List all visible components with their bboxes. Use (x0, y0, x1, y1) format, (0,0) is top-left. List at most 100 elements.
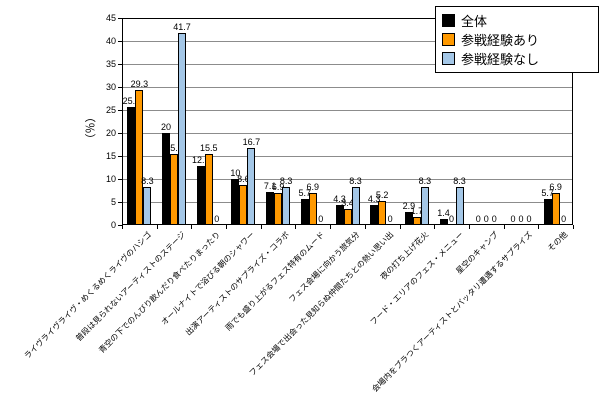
value-label-s2-g7: 0 (387, 214, 393, 224)
value-label-s1-g2: 15.5 (199, 142, 218, 153)
y-tick-label-5: 5 (110, 197, 116, 207)
legend: 全体 参戦経験あり 参戦経験なし (435, 6, 599, 73)
bar-s1-g4 (274, 193, 283, 225)
value-label-s0-g2: 12.9 (191, 154, 210, 165)
bar-s1-g3 (239, 185, 248, 225)
bar-s1-g0 (135, 90, 144, 225)
legend-item-keiken-ari: 参戦経験あり (442, 30, 592, 49)
x-tick-1 (156, 225, 158, 229)
legend-swatch-orange (442, 33, 455, 46)
legend-label: 参戦経験なし (461, 52, 540, 67)
value-label-s1-g6: 3.4 (341, 198, 354, 209)
y-tick-30 (118, 87, 122, 88)
y-tick-5 (118, 202, 122, 203)
value-label-s0-g4: 7.1 (263, 181, 277, 192)
x-tick-0 (122, 225, 123, 229)
y-tick-label-40: 40 (105, 36, 116, 46)
legend-item-zentai: 全体 (442, 11, 592, 30)
bar-s0-g0 (127, 106, 136, 225)
x-label-g11: 会場内をブラつくアーティストとバッタリ遭遇するサプライズ (370, 230, 535, 394)
value-label-s0-g9: 1.4 (437, 207, 450, 218)
value-label-s1-g10: 0 (483, 214, 489, 224)
gridline-5 (122, 202, 573, 203)
value-label-s2-g0: 8.3 (141, 175, 154, 186)
bar-s2-g0 (143, 186, 152, 225)
value-label-s1-g9: 0 (449, 214, 455, 224)
value-label-s1-g3: 8.6 (237, 174, 250, 185)
value-label-s0-g8: 2.9 (402, 200, 416, 211)
x-tick-6 (330, 225, 332, 229)
y-tick-label-15: 15 (105, 151, 116, 161)
x-tick-5 (295, 225, 297, 229)
value-label-s0-g7: 4.3 (367, 194, 381, 205)
value-label-s2-g12: 0 (561, 214, 567, 224)
bar-s2-g1 (178, 33, 187, 225)
y-tick-15 (118, 156, 122, 157)
x-label-g2: 青空の下でのんびり飲んだり食べたりまったり (97, 230, 223, 355)
legend-swatch-black (442, 14, 455, 27)
y-tick-0 (118, 225, 122, 226)
x-tick-13 (573, 225, 574, 229)
value-label-s1-g12: 6.9 (549, 182, 562, 193)
x-tick-11 (503, 225, 505, 229)
x-label-g6: フェス会場に向かう旅気分 (286, 230, 361, 305)
value-label-s2-g6: 8.3 (349, 175, 362, 186)
value-label-s2-g9: 8.3 (453, 175, 466, 186)
value-label-s2-g11: 0 (526, 214, 532, 224)
gridline-20 (122, 133, 573, 134)
gridline-25 (122, 110, 573, 111)
value-label-s1-g4: 6.9 (271, 182, 285, 193)
value-label-s0-g10: 0 (475, 214, 481, 224)
y-tick-40 (118, 41, 122, 42)
value-label-s1-g5: 6.9 (306, 182, 320, 193)
x-label-g12: その他 (545, 230, 570, 254)
y-tick-35 (118, 64, 122, 65)
x-tick-7 (364, 225, 366, 229)
bar-s0-g4 (266, 192, 275, 225)
gridline-40 (122, 41, 573, 42)
y-tick-20 (118, 133, 122, 134)
y-tick-label-45: 45 (105, 13, 116, 23)
value-label-s0-g12: 5.7 (541, 187, 554, 198)
value-label-s2-g1: 41.7 (173, 22, 191, 33)
value-label-s2-g4: 8.3 (279, 175, 293, 186)
y-tick-label-30: 30 (105, 82, 116, 92)
x-label-g0: ライヴライヴライヴ・めくるめくライヴのハシゴ (22, 230, 153, 361)
gridline-15 (122, 156, 573, 157)
bar-s1-g8 (412, 217, 421, 225)
legend-item-keiken-nashi: 参戦経験なし (442, 49, 592, 68)
value-label-s0-g3: 10 (230, 168, 241, 178)
bar-s2-g9 (455, 186, 464, 225)
legend-swatch-lightblue (442, 52, 455, 65)
value-label-s0-g11: 0 (510, 214, 516, 224)
bar-s2-g8 (420, 186, 429, 225)
x-tick-10 (468, 225, 470, 229)
y-tick-25 (118, 110, 122, 111)
x-tick-4 (260, 225, 262, 229)
y-tick-10 (118, 179, 122, 180)
y-tick-label-35: 35 (105, 59, 116, 69)
value-label-s2-g8: 8.3 (418, 175, 432, 186)
gridline-10 (122, 179, 573, 180)
y-tick-label-25: 25 (105, 105, 116, 115)
y-tick-label-20: 20 (105, 128, 116, 138)
value-label-s1-g0: 29.3 (130, 79, 149, 90)
value-label-s1-g7: 5.2 (375, 190, 389, 201)
bar-s1-g6 (343, 209, 352, 225)
value-label-s2-g3: 16.7 (242, 137, 261, 148)
value-label-s0-g1: 20 (161, 122, 172, 132)
bar-s1-g1 (170, 153, 179, 225)
value-label-s1-g8: 1.7 (410, 206, 424, 217)
bar-s2-g6 (351, 186, 360, 225)
y-tick-label-0: 0 (110, 220, 116, 230)
gridline-35 (122, 64, 573, 65)
value-label-s1-g1: 15.5 (165, 142, 183, 153)
legend-label: 全体 (461, 14, 488, 29)
legend-label: 参戦経験あり (461, 33, 540, 48)
value-label-s2-g2: 0 (214, 214, 220, 224)
y-tick-45 (118, 18, 122, 19)
x-tick-3 (226, 225, 228, 229)
value-label-s0-g5: 5.7 (298, 187, 312, 198)
value-label-s2-g5: 0 (318, 214, 324, 224)
